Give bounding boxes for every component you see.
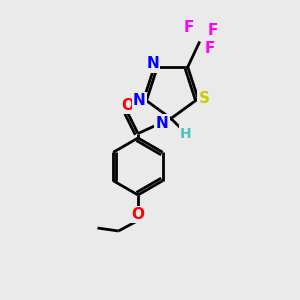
Text: N: N (133, 93, 146, 108)
Text: N: N (156, 116, 168, 130)
Text: F: F (184, 20, 194, 35)
Text: N: N (146, 56, 159, 71)
Text: F: F (208, 23, 218, 38)
Text: S: S (199, 91, 210, 106)
Text: F: F (205, 41, 215, 56)
Text: H: H (180, 127, 192, 140)
Text: O: O (121, 98, 134, 112)
Text: O: O (131, 207, 145, 222)
